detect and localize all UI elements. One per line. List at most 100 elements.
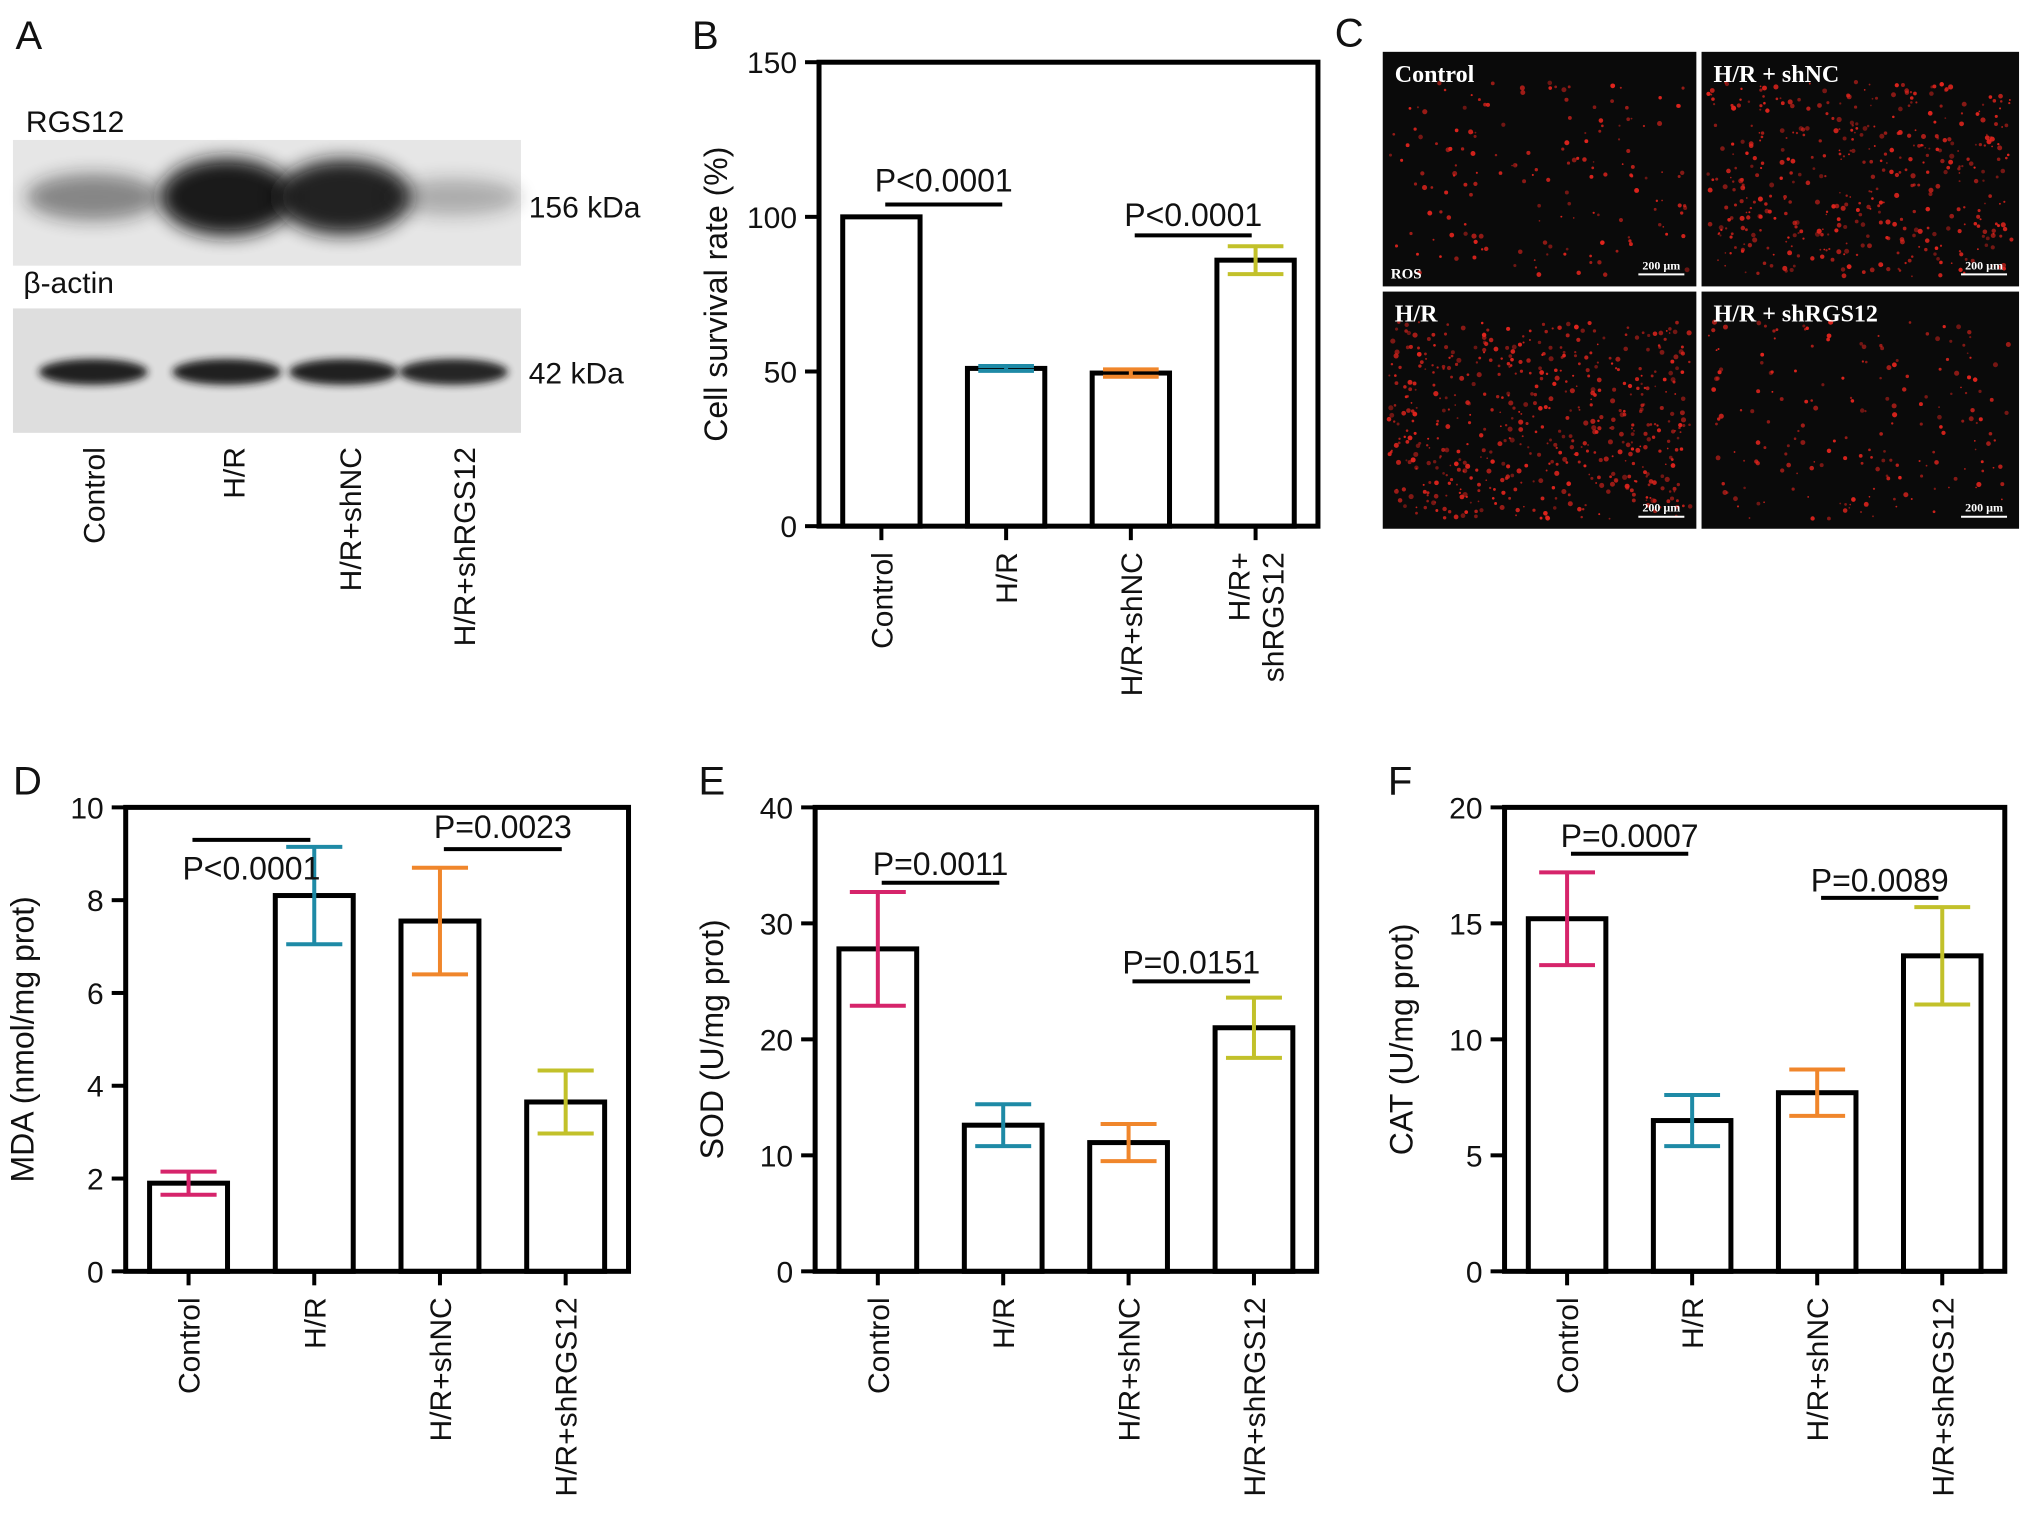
ros-signal-dot	[1908, 321, 1912, 324]
ros-signal-dot	[1669, 496, 1675, 501]
ros-signal-dot	[1610, 362, 1614, 365]
ros-signal-dot	[1471, 233, 1477, 239]
bar	[964, 365, 1048, 529]
ros-signal-dot	[1561, 434, 1566, 439]
scale-bar-label: 200 µm	[1965, 501, 2003, 515]
ros-signal-dot	[1614, 367, 1618, 370]
ros-signal-dot	[1618, 408, 1622, 413]
ros-signal-dot	[1817, 103, 1822, 108]
ros-signal-dot	[1849, 396, 1853, 400]
ros-signal-dot	[1785, 136, 1788, 139]
ros-signal-dot	[1807, 496, 1810, 498]
ros-signal-dot	[1610, 425, 1615, 431]
y-tick-label: 15	[1449, 908, 1482, 941]
ros-image-label: H/R	[1395, 302, 1438, 328]
ros-signal-dot	[2008, 99, 2011, 101]
ros-signal-dot	[1509, 364, 1513, 367]
ros-signal-dot	[1858, 201, 1862, 205]
ros-signal-dot	[1676, 436, 1680, 440]
ros-signal-dot	[1566, 481, 1572, 487]
ros-signal-dot	[1868, 190, 1871, 193]
ros-signal-dot	[1407, 460, 1412, 465]
ros-signal-dot	[1779, 128, 1785, 133]
ros-signal-dot	[1388, 405, 1394, 411]
bar	[272, 893, 356, 1274]
ros-signal-dot	[1850, 128, 1854, 132]
ros-signal-dot	[1585, 368, 1590, 373]
ros-signal-dot	[2005, 156, 2008, 160]
ros-signal-dot	[1561, 147, 1565, 151]
ros-signal-dot	[1528, 371, 1532, 375]
ros-signal-dot	[1838, 149, 1841, 152]
ros-signal-dot	[1963, 206, 1966, 209]
ros-signal-dot	[1925, 332, 1930, 336]
ros-signal-dot	[1969, 356, 1972, 359]
ros-signal-dot	[1439, 397, 1442, 400]
ros-signal-dot	[1454, 362, 1459, 367]
ros-signal-dot	[1406, 408, 1411, 413]
ros-signal-dot	[1418, 351, 1422, 355]
ros-signal-dot	[1910, 101, 1913, 104]
ros-signal-dot	[1432, 371, 1435, 374]
ros-signal-dot	[1454, 256, 1459, 261]
ros-signal-dot	[1599, 415, 1604, 420]
ros-signal-dot	[1661, 171, 1663, 174]
ros-signal-dot	[1870, 190, 1873, 193]
ros-signal-dot	[1480, 321, 1484, 325]
ros-signal-dot	[1868, 83, 1871, 86]
ros-signal-dot	[1939, 104, 1943, 108]
ros-signal-dot	[1974, 448, 1977, 451]
ros-signal-dot	[1886, 365, 1892, 371]
ros-signal-dot	[1826, 101, 1830, 105]
ros-signal-dot	[1889, 147, 1895, 153]
ros-signal-dot	[1760, 161, 1765, 165]
ros-signal-dot	[2005, 341, 2011, 347]
ros-image: H/R + shRGS12 200 µm	[1701, 291, 2020, 529]
ros-signal-dot	[1483, 102, 1487, 107]
ros-signal-dot	[1860, 222, 1866, 227]
ros-signal-dot	[1520, 481, 1523, 484]
ros-signal-dot	[1924, 146, 1927, 149]
ros-signal-dot	[1539, 516, 1543, 520]
ros-signal-dot	[1506, 391, 1511, 396]
ros-signal-dot	[1405, 439, 1410, 444]
ros-signal-dot	[1643, 431, 1648, 436]
ros-signal-dot	[1688, 423, 1691, 427]
ros-signal-dot	[1531, 173, 1534, 177]
ros-signal-dot	[1617, 449, 1623, 455]
ros-signal-dot	[1993, 439, 1996, 442]
ros-signal-dot	[1929, 91, 1934, 96]
ros-signal-dot	[1883, 131, 1888, 135]
ros-signal-dot	[1999, 107, 2002, 110]
ros-signal-dot	[1973, 166, 1976, 169]
ros-signal-dot	[1895, 358, 1899, 362]
ros-signal-dot	[1393, 353, 1399, 359]
p-value-label: P=0.0023	[434, 809, 572, 845]
ros-signal-dot	[1511, 164, 1513, 167]
ros-signal-dot	[1853, 105, 1858, 109]
ros-signal-dot	[1881, 168, 1886, 172]
ros-signal-dot	[1864, 360, 1868, 364]
ros-signal-dot	[1963, 468, 1966, 470]
ros-signal-dot	[1796, 472, 1798, 475]
ros-signal-dot	[1518, 410, 1521, 413]
ros-signal-dot	[1649, 496, 1652, 499]
ros-signal-dot	[1630, 164, 1635, 169]
ros-signal-dot	[1597, 260, 1602, 265]
ros-signal-dot	[1935, 336, 1941, 342]
x-tick-label: Control	[863, 1297, 896, 1394]
ros-signal-dot	[1401, 410, 1407, 416]
ros-signal-dot	[1592, 329, 1597, 333]
ros-signal-dot	[1733, 496, 1738, 502]
ros-signal-dot	[1406, 330, 1411, 336]
ros-signal-dot	[1948, 486, 1950, 489]
ros-signal-dot	[1718, 225, 1724, 230]
ros-image-background	[1701, 51, 2020, 287]
ros-signal-dot	[1645, 496, 1649, 499]
ros-signal-dot	[1671, 429, 1676, 434]
ros-signal-dot	[1968, 161, 1974, 166]
ros-signal-dot	[1962, 343, 1966, 347]
ros-signal-dot	[1899, 156, 1902, 159]
ros-signal-dot	[1624, 333, 1628, 337]
ros-signal-dot	[1398, 365, 1402, 370]
